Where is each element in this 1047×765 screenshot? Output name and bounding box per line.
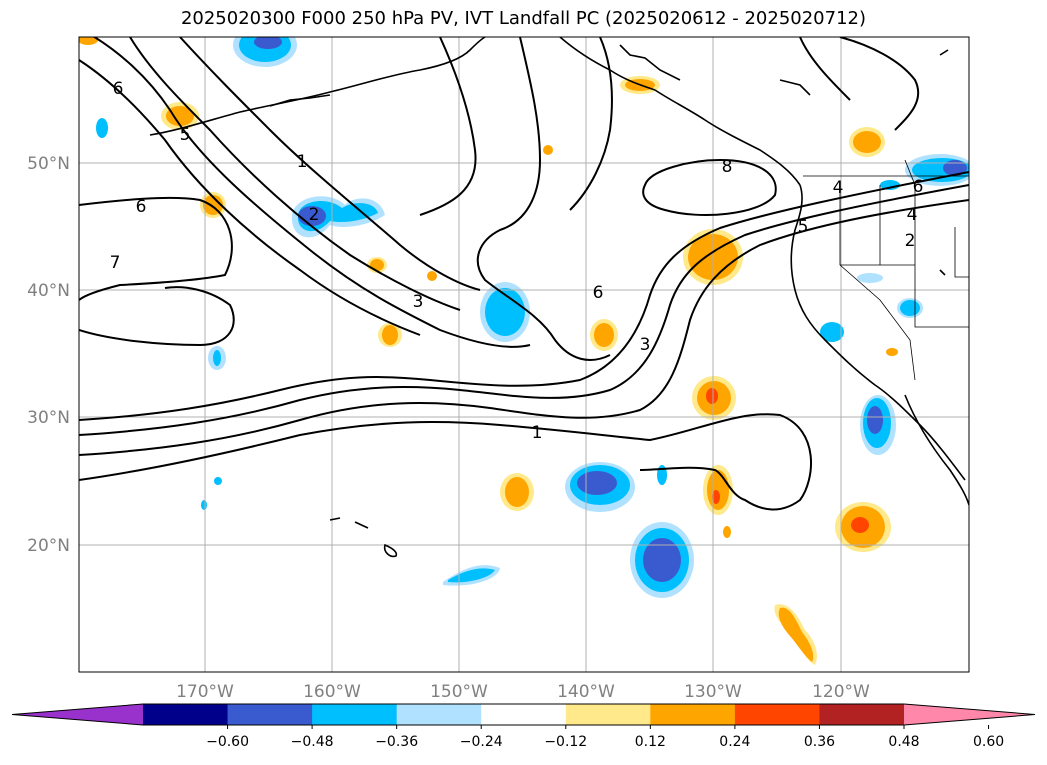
contour-label: 8 — [722, 157, 733, 177]
lat-tick-label: 20°N — [27, 536, 70, 556]
colorbar-segment — [312, 704, 398, 725]
contour-label: 1 — [297, 152, 308, 172]
contour-label: 3 — [640, 335, 651, 355]
lat-tick-label: 50°N — [27, 154, 70, 174]
contour-label: 2 — [905, 231, 916, 251]
colorbar: −0.60 −0.48 −0.36 −0.24 −0.12 0.12 0.24 0.36 0.4… — [11, 703, 1036, 750]
colorbar-tick-label: 0.36 — [804, 734, 835, 750]
colorbar-extend-min — [12, 704, 143, 725]
colorbar-tick-label: −0.36 — [375, 734, 418, 750]
contour-label: 4 — [907, 205, 918, 225]
colorbar-segment — [481, 704, 567, 725]
contour-label: 6 — [136, 197, 147, 217]
colorbar-tick-label: 0.48 — [888, 734, 919, 750]
map-title: 2025020300 F000 250 hPa PV, IVT Landfall… — [180, 8, 867, 29]
colorbar-tick-label: −0.48 — [291, 734, 334, 750]
colorbar-segment — [565, 704, 651, 725]
lat-tick-label: 40°N — [27, 281, 70, 301]
lon-tick-label: 150°W — [430, 682, 488, 702]
colorbar-segment — [819, 704, 905, 725]
colorbar-segment — [650, 704, 736, 725]
colorbar-tick-label: −0.60 — [206, 734, 249, 750]
latitude-labels: 50°N 40°N 30°N 20°N — [27, 154, 70, 556]
lat-tick-label: 30°N — [27, 408, 70, 428]
lon-tick-label: 160°W — [303, 682, 361, 702]
contour-label: 1 — [532, 423, 543, 443]
colorbar-tick-label: −0.12 — [544, 734, 587, 750]
contour-label: 5 — [180, 125, 191, 145]
ivt-shading — [79, 37, 969, 665]
colorbar-outline — [11, 703, 1036, 726]
colorbar-segment — [143, 704, 229, 725]
contour-label: 6 — [913, 177, 924, 197]
negative-anomaly — [96, 37, 969, 598]
longitude-labels: 170°W 160°W 150°W 140°W 130°W 120°W — [176, 682, 870, 702]
contour-label: 5 — [798, 217, 809, 237]
contour-label: 6 — [593, 283, 604, 303]
colorbar-segment — [734, 704, 820, 725]
borders — [803, 159, 969, 381]
lon-tick-label: 140°W — [557, 682, 615, 702]
colorbar-segment — [396, 704, 482, 725]
plot-area — [79, 37, 969, 672]
colorbar-segment — [227, 704, 313, 725]
lon-tick-label: 130°W — [684, 682, 742, 702]
colorbar-tick-label: 0.12 — [635, 734, 666, 750]
plot-frame — [78, 36, 970, 673]
lon-tick-label: 170°W — [176, 682, 234, 702]
colorbar-tick-label: 0.60 — [973, 734, 1004, 750]
colorbar-tick-label: −0.24 — [460, 734, 503, 750]
contour-label: 3 — [413, 292, 424, 312]
coastlines — [149, 37, 969, 558]
pv-contours — [79, 37, 969, 511]
contour-label: 6 — [113, 79, 124, 99]
lon-tick-label: 120°W — [812, 682, 870, 702]
contour-label: 7 — [110, 253, 121, 273]
contour-label: 4 — [833, 178, 844, 198]
colorbar-tick-label: 0.24 — [719, 734, 750, 750]
contour-label: 2 — [309, 205, 320, 225]
contour-labels: 6 5 1 6 7 2 3 6 3 1 8 4 5 4 2 6 — [110, 79, 924, 443]
colorbar-extend-max — [904, 704, 1035, 725]
